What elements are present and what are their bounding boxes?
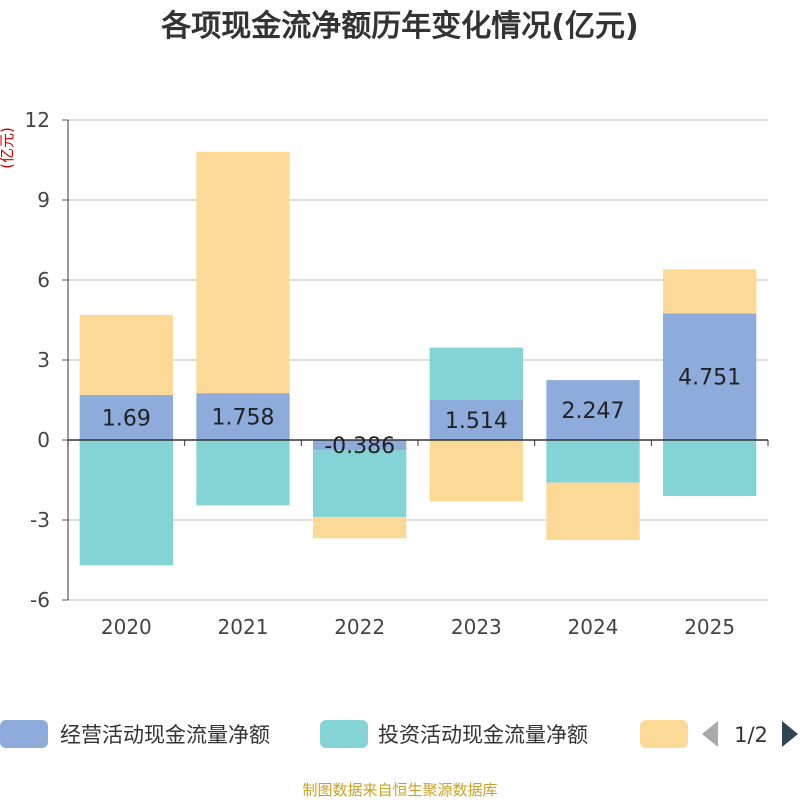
legend-swatch[interactable] [320, 720, 368, 748]
x-tick-label: 2021 [218, 615, 269, 639]
legend-label[interactable]: 经营活动现金流量净额 [60, 723, 270, 747]
x-tick-label: 2020 [101, 615, 152, 639]
legend-label[interactable]: 投资活动现金流量净额 [378, 723, 588, 747]
grid [68, 119, 768, 601]
legend-page-indicator: 1/2 [734, 723, 768, 747]
x-tick-label: 2025 [684, 615, 735, 639]
legend-prev-icon[interactable] [702, 721, 718, 747]
y-tick-label: 9 [37, 188, 50, 212]
legend-swatch[interactable] [640, 720, 688, 748]
bar-2-2023 [429, 347, 523, 400]
data-labels: 1.69 1.758 -0.386 1.514 2.247 4.751 [102, 366, 741, 459]
bar-3-2023 [429, 440, 523, 502]
y-tick-label: 6 [37, 268, 50, 292]
legend: 经营活动现金流量净额 投资活动现金流量净额 1/2 [0, 720, 798, 748]
data-label: 1.514 [445, 409, 508, 434]
bar-3-2020 [79, 314, 173, 395]
bar-1-2025 [663, 313, 757, 440]
bar-1-2022 [313, 440, 407, 451]
source-note: 制图数据来自恒生聚源数据库 [302, 781, 497, 799]
axes: -6 -3 0 3 6 9 12 2020 2021 2022 2023 2024 2025 [25, 108, 769, 639]
bars [79, 151, 757, 566]
y-axis-label: (亿元) [0, 127, 16, 169]
bar-3-2021 [196, 151, 290, 394]
bar-2-2024 [546, 440, 640, 483]
y-tick-label: 0 [37, 428, 50, 452]
bar-3-2022 [313, 516, 407, 539]
y-tick-label: -6 [30, 588, 50, 612]
bar-1-2021 [196, 393, 290, 440]
data-label: 1.69 [102, 406, 151, 431]
y-tick-label: 3 [37, 348, 50, 372]
y-tick-label: 12 [25, 108, 50, 132]
data-label: -0.386 [324, 434, 395, 459]
bar-1-2023 [429, 399, 523, 440]
legend-next-icon[interactable] [782, 721, 798, 747]
bar-2-2021 [196, 440, 290, 506]
bar-1-2020 [79, 394, 173, 440]
data-label: 2.247 [562, 399, 625, 424]
data-label: 1.758 [212, 406, 275, 431]
bar-3-2025 [663, 269, 757, 314]
bar-2-2020 [79, 440, 173, 566]
bar-3-2024 [546, 482, 640, 540]
bar-1-2024 [546, 380, 640, 440]
x-tick-label: 2024 [568, 615, 619, 639]
legend-swatch[interactable] [0, 720, 48, 748]
bar-2-2022 [313, 450, 407, 517]
bar-2-2025 [663, 440, 757, 496]
data-label: 4.751 [678, 366, 741, 391]
x-tick-label: 2022 [334, 615, 385, 639]
x-tick-label: 2023 [451, 615, 502, 639]
chart-title: 各项现金流净额历年变化情况(亿元) [160, 9, 638, 44]
y-tick-label: -3 [30, 508, 50, 532]
